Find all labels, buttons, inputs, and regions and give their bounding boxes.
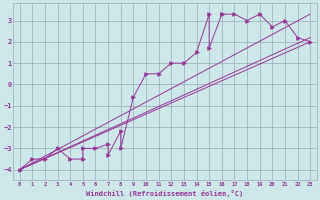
X-axis label: Windchill (Refroidissement éolien,°C): Windchill (Refroidissement éolien,°C) [86, 190, 244, 197]
